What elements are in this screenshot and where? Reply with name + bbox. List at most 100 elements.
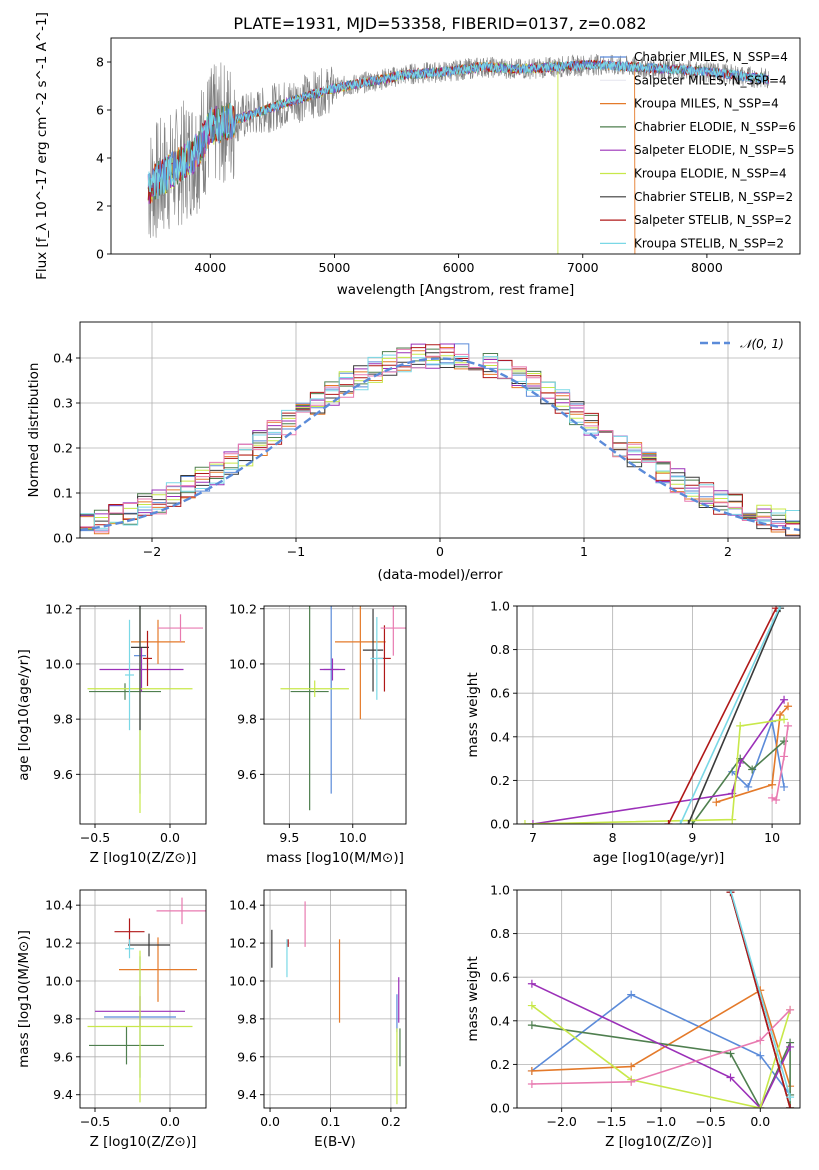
- series-kroupa-miles: [531, 989, 791, 1087]
- spectrum-plot-area: [147, 53, 770, 254]
- spectrum-axes: 4000 5000 6000 7000 8000 0 2 4 6 8: [96, 55, 723, 276]
- age-mass-ytick-label: 10.0: [229, 656, 257, 671]
- massweight-Z-ytick-label: 0.4: [490, 1013, 510, 1028]
- data-point-marker: [744, 782, 753, 791]
- series-salpeter-elodie: [532, 699, 785, 824]
- data-point-marker: [527, 1066, 536, 1075]
- massweight-Z-xtick-label: −0.5: [695, 1114, 725, 1129]
- massweight-Z-ytick-label: 0.2: [490, 1057, 510, 1072]
- data-point-marker: [768, 793, 777, 802]
- spectrum-frame: [110, 37, 801, 255]
- legend-entry: Chabrier STELIB, N_SSP=2: [634, 190, 793, 204]
- residuals-plot-area: [80, 343, 800, 537]
- spectrum-ytick-label: 4: [96, 151, 104, 166]
- data-point-marker: [627, 1062, 636, 1071]
- legend-entry: Kroupa MILES, N_SSP=4: [634, 97, 779, 111]
- gaussian-curve: [80, 357, 800, 532]
- mass-EBV-xlabel: E(B-V): [314, 1134, 356, 1150]
- data-point-marker: [786, 1005, 795, 1014]
- spectrum-xtick-label: 7000: [567, 260, 599, 275]
- data-point-marker: [784, 721, 793, 730]
- residuals-ytick-label: 0.3: [53, 396, 73, 411]
- data-point-marker: [736, 721, 745, 730]
- massweight-age-xtick-label: 8: [609, 830, 617, 845]
- age-Z-ylabel: age [log10(age/yr)]: [16, 649, 32, 781]
- mass-EBV-ytick-label: 10.2: [229, 936, 257, 951]
- legend-entry: Salpeter ELODIE, N_SSP=5: [634, 143, 795, 157]
- massweight-Z-xtick-label: −2.0: [547, 1114, 577, 1129]
- data-point-marker: [780, 752, 789, 761]
- age-mass-ytick-label: 10.2: [229, 601, 257, 616]
- series-salpeter-stelib: [667, 607, 777, 824]
- massweight-Z-xtick-label: 0.0: [750, 1114, 770, 1129]
- series-kroupa-stelib: [729, 890, 791, 1098]
- massweight-Z-ytick-label: 0.6: [490, 970, 510, 985]
- age-mass-plot-area: [280, 606, 406, 811]
- age-Z-xtick-label: −0.5: [80, 830, 110, 845]
- data-point-marker: [527, 979, 536, 988]
- age-mass-xtick-label: 9.5: [279, 830, 299, 845]
- residuals-axes: −2 −1 0 1 2 0.0 0.1 0.2 0.3 0.4: [53, 322, 800, 559]
- residuals-xtick-label: 0: [436, 544, 444, 559]
- data-point-marker: [786, 1042, 795, 1051]
- data-point-marker: [527, 1001, 536, 1010]
- mass-Z-ytick-label: 9.4: [53, 1087, 73, 1102]
- series-chabrier-miles: [731, 718, 785, 789]
- massweight-Z-frame: [516, 889, 801, 1109]
- massweight-age-xtick-label: 10: [764, 830, 780, 845]
- massweight-age-xtick-label: 7: [529, 830, 537, 845]
- mass-EBV-ytick-label: 9.4: [237, 1087, 257, 1102]
- age-Z-frame: [79, 605, 207, 825]
- massweight-Z-ytick-label: 1.0: [490, 883, 510, 898]
- data-point-marker: [780, 715, 789, 724]
- legend-entry: Kroupa STELIB, N_SSP=2: [634, 236, 784, 250]
- mass-EBV-plot-area: [271, 901, 401, 1105]
- age-Z-xlabel: Z [log10(Z/Z⊙)]: [90, 850, 197, 866]
- data-point-marker: [726, 1049, 735, 1058]
- series-kroupa-elodie-pink: [771, 725, 789, 802]
- massweight-age-ytick-label: 0.2: [490, 773, 510, 788]
- data-point-marker: [776, 606, 785, 610]
- age-mass-ytick-label: 9.8: [237, 712, 257, 727]
- data-point-marker: [756, 1036, 765, 1045]
- legend-entry: Salpeter STELIB, N_SSP=2: [634, 213, 792, 227]
- histogram-kroupa-stelib: [80, 354, 800, 529]
- spectrum-xtick-label: 8000: [691, 260, 723, 275]
- massweight-age-ytick-label: 0.0: [490, 817, 510, 832]
- age-mass-frame: [263, 605, 407, 825]
- age-Z-xtick-label: 0.0: [160, 830, 180, 845]
- data-point-marker: [776, 711, 785, 719]
- legend-entry: Kroupa ELODIE, N_SSP=4: [634, 167, 787, 181]
- age-Z-ytick-label: 10.2: [45, 601, 73, 616]
- series-chabrier-elodie: [691, 740, 785, 824]
- mass-Z-ylabel: mass [log10(M/M⊙)]: [16, 930, 32, 1068]
- massweight-Z-ylabel: mass weight: [465, 956, 481, 1041]
- age-Z-ytick-label: 9.8: [53, 712, 73, 727]
- mass-EBV-ytick-label: 9.8: [237, 1011, 257, 1026]
- data-point-marker: [527, 1080, 536, 1089]
- series-kroupa-miles: [716, 705, 789, 803]
- data-point-marker: [784, 702, 793, 711]
- legend-entry: Salpeter MILES, N_SSP=4: [634, 73, 787, 87]
- massweight-age-axes: 7 8 9 10 0.0 0.2 0.4 0.6 0.8 1.0: [490, 599, 800, 845]
- residuals-xtick-label: −2: [143, 544, 161, 559]
- data-point-marker: [712, 798, 721, 807]
- legend-entry: 𝒩(0, 1): [740, 337, 784, 351]
- histogram-chabrier-stelib: [80, 352, 800, 537]
- data-point-marker: [756, 1104, 765, 1108]
- residuals-ytick-label: 0.0: [53, 531, 73, 546]
- mass-EBV-ytick-label: 10.0: [229, 973, 257, 988]
- data-point-marker: [768, 780, 777, 789]
- age-Z-plot-area: [87, 606, 203, 813]
- mass-EBV-xtick-label: 0.0: [260, 1114, 280, 1129]
- series-chabrier-stelib: [687, 607, 781, 824]
- mass-Z-ytick-label: 9.6: [53, 1049, 73, 1064]
- massweight-Z-axes: −2.0 −1.5 −1.0 −0.5 0.0 0.0 0.2 0.4 0.6 0.8 1.0: [490, 883, 800, 1129]
- age-mass-axes: 9.5 10.0 9.6 9.8 10.0 10.2: [229, 601, 406, 845]
- age-mass-xlabel: mass [log10(M/M⊙)]: [266, 850, 404, 866]
- mass-EBV-ytick-label: 10.4: [229, 898, 257, 913]
- massweight-Z-ytick-label: 0.8: [490, 926, 510, 941]
- spectrum-ylabel: Flux [f_λ 10^-17 erg cm^-2 s^-1 A^-1]: [34, 12, 50, 280]
- massweight-Z-xlabel: Z [log10(Z/Z⊙)]: [605, 1134, 712, 1150]
- residuals-xlabel: (data-model)/error: [377, 567, 503, 583]
